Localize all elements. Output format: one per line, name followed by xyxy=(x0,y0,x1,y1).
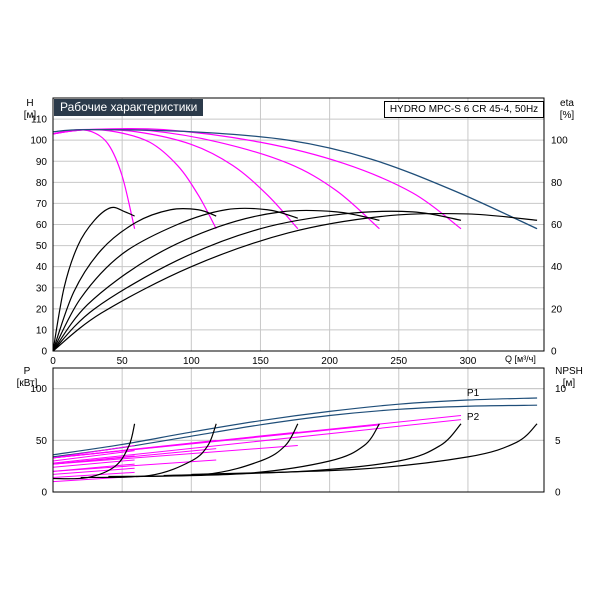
efficiency-curve-8 xyxy=(52,207,298,352)
eta-tick-label: 60 xyxy=(551,220,563,231)
power-curve-0 xyxy=(52,397,538,456)
h-tick-label: 60 xyxy=(36,220,48,231)
x-tick-label: 200 xyxy=(321,356,338,367)
x-tick-label: 150 xyxy=(252,356,269,367)
p-axis-label: P xyxy=(24,366,31,377)
npsh-tick-label: 10 xyxy=(555,384,567,395)
p-axis-unit: [кВт] xyxy=(17,378,38,389)
x-tick-label: 250 xyxy=(390,356,407,367)
bottom-plot-frame xyxy=(52,367,545,493)
bottom-plot-grid xyxy=(52,368,544,493)
npsh-curve-19 xyxy=(80,423,217,479)
top-plot-grid xyxy=(52,98,544,352)
q-axis-label: Q [м³/ч] xyxy=(505,354,536,364)
npsh-curve-23 xyxy=(191,423,538,476)
power-curve-5 xyxy=(52,459,135,468)
p-tick-label: 0 xyxy=(41,488,47,499)
x-tick-label: 0 xyxy=(50,356,56,367)
p1-label: P1 xyxy=(467,388,480,399)
eta-axis-unit: [%] xyxy=(560,110,575,121)
power-curve-11 xyxy=(52,448,217,465)
x-tick-label: 100 xyxy=(183,356,200,367)
head-curve-4 xyxy=(52,127,462,230)
efficiency-curve-9 xyxy=(52,209,380,352)
h-tick-label: 30 xyxy=(36,283,48,294)
eta-tick-label: 80 xyxy=(551,178,563,189)
npsh-tick-label: 0 xyxy=(555,488,561,499)
model-label: HYDRO MPC-S 6 CR 45-4, 50Hz xyxy=(384,101,544,118)
efficiency-curve-7 xyxy=(52,207,217,352)
efficiency-curve-10 xyxy=(52,210,462,352)
h-axis-unit: [м] xyxy=(24,110,37,121)
power-curve-14 xyxy=(52,445,298,465)
h-tick-label: 90 xyxy=(36,157,48,168)
h-tick-label: 40 xyxy=(36,262,48,273)
h-tick-label: 0 xyxy=(41,347,47,358)
efficiency-curve-6 xyxy=(52,206,135,352)
head-curve-5 xyxy=(52,128,538,230)
power-curve-17 xyxy=(52,419,462,464)
power-curve-8 xyxy=(52,471,135,479)
p-tick-label: 50 xyxy=(36,436,48,447)
npsh-tick-label: 5 xyxy=(555,436,561,447)
npsh-curve-18 xyxy=(52,423,136,480)
eta-axis-label: eta xyxy=(560,98,574,109)
eta-tick-label: 100 xyxy=(551,136,568,147)
p2-label: P2 xyxy=(467,412,480,423)
h-axis-label: H xyxy=(26,98,33,109)
chart-title: Рабочие характеристики xyxy=(54,99,204,116)
h-tick-label: 100 xyxy=(30,136,47,147)
npsh-axis-label: NPSH xyxy=(555,366,583,377)
h-tick-label: 20 xyxy=(36,304,48,315)
h-tick-label: 50 xyxy=(36,241,48,252)
power-curve-16 xyxy=(52,415,462,459)
h-tick-label: 70 xyxy=(36,199,48,210)
npsh-axis-unit: [м] xyxy=(563,378,576,389)
eta-tick-label: 0 xyxy=(551,347,557,358)
eta-tick-label: 40 xyxy=(551,262,563,273)
h-tick-label: 110 xyxy=(31,115,47,126)
head-curve-2 xyxy=(52,128,299,230)
power-curve-2 xyxy=(52,445,135,459)
p-tick-label: 100 xyxy=(30,384,47,395)
h-tick-label: 10 xyxy=(36,325,48,336)
npsh-curve-21 xyxy=(135,423,380,478)
top-plot-frame xyxy=(52,97,545,352)
power-curve-7 xyxy=(52,467,135,475)
efficiency-curve-11 xyxy=(52,212,538,352)
power-curve-3 xyxy=(52,450,135,462)
bottom-plot-series xyxy=(52,397,538,483)
x-tick-label: 50 xyxy=(117,356,129,367)
top-plot-series xyxy=(52,127,538,352)
x-tick-label: 300 xyxy=(460,356,477,367)
eta-tick-label: 20 xyxy=(551,304,563,315)
head-curve-3 xyxy=(52,128,380,230)
h-tick-label: 80 xyxy=(36,178,48,189)
axis-labels: 0 50 100 150 200 250 3000102030405060708090100… xyxy=(17,98,583,499)
